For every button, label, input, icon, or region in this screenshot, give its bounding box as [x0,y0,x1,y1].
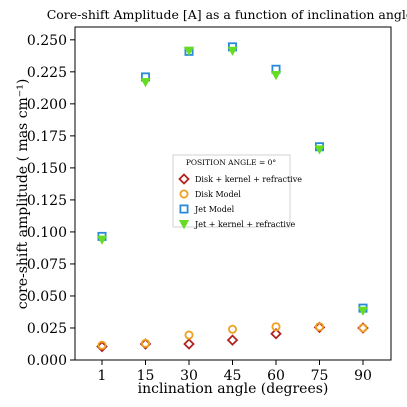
data-point [96,235,108,245]
data-point [270,71,282,81]
y-tick-label: 0.025 [27,321,67,337]
legend-marker [178,173,190,185]
legend-entries: Disk + kernel + refractive Disk Model Jet … [178,173,302,230]
legend-label: Jet Model [194,205,235,214]
legend-marker [178,220,190,230]
y-axis: 0.000 0.025 0.050 0.075 0.100 0.125 0.150 0.175… [27,33,75,369]
data-point [97,340,107,350]
legend-box [172,154,291,228]
y-tick-label: 0.000 [27,353,67,369]
data-point [183,338,195,350]
y-tick-label: 0.075 [27,257,67,273]
y-axis-label: core-shift amplitude ( mas cm⁻¹) [15,79,31,310]
chart-title: Core-shift Amplitude [A] as a function o… [47,7,407,22]
data-point [358,323,368,333]
x-tick-label: 90 [354,368,372,384]
legend: POSITION ANGLE = 0° Disk + kernel + refr… [172,154,302,230]
data-point [271,322,281,332]
x-axis: 1 15 30 45 60 75 90 [98,360,372,384]
x-tick-label: 45 [224,368,242,384]
legend-marker [179,204,189,214]
series-0 [96,321,369,353]
y-tick-label: 0.175 [27,129,67,145]
y-tick-label: 0.200 [27,97,67,113]
data-point [314,322,324,332]
legend-label: Disk + kernel + refractive [195,175,302,184]
x-tick-label: 30 [180,368,198,384]
data-point [226,334,239,346]
legend-label: Disk Model [195,190,241,199]
x-axis-label: inclination angle (degrees) [138,381,329,397]
x-tick-label: 75 [311,368,329,384]
series-3 [96,46,369,316]
x-tick-label: 1 [98,368,107,384]
legend-title: POSITION ANGLE = 0° [186,158,277,167]
y-tick-label: 0.125 [27,193,67,209]
y-tick-label: 0.050 [27,289,67,305]
series-layer [96,42,369,353]
data-point [183,46,195,56]
series-1 [97,322,368,350]
y-tick-label: 0.150 [27,161,67,177]
legend-marker [179,189,189,199]
x-tick-label: 60 [267,368,285,384]
data-point [227,324,237,334]
y-tick-label: 0.100 [27,225,67,241]
data-point [140,78,151,88]
y-tick-label: 0.250 [27,33,67,49]
y-tick-label: 0.225 [27,65,67,81]
legend-label: Jet + kernel + refractive [194,220,295,229]
data-point [227,46,238,56]
x-tick-label: 15 [137,368,155,384]
data-point [184,330,194,340]
data-point [314,145,325,155]
data-point [140,338,150,348]
data-point [357,306,369,316]
data-point [270,327,282,340]
